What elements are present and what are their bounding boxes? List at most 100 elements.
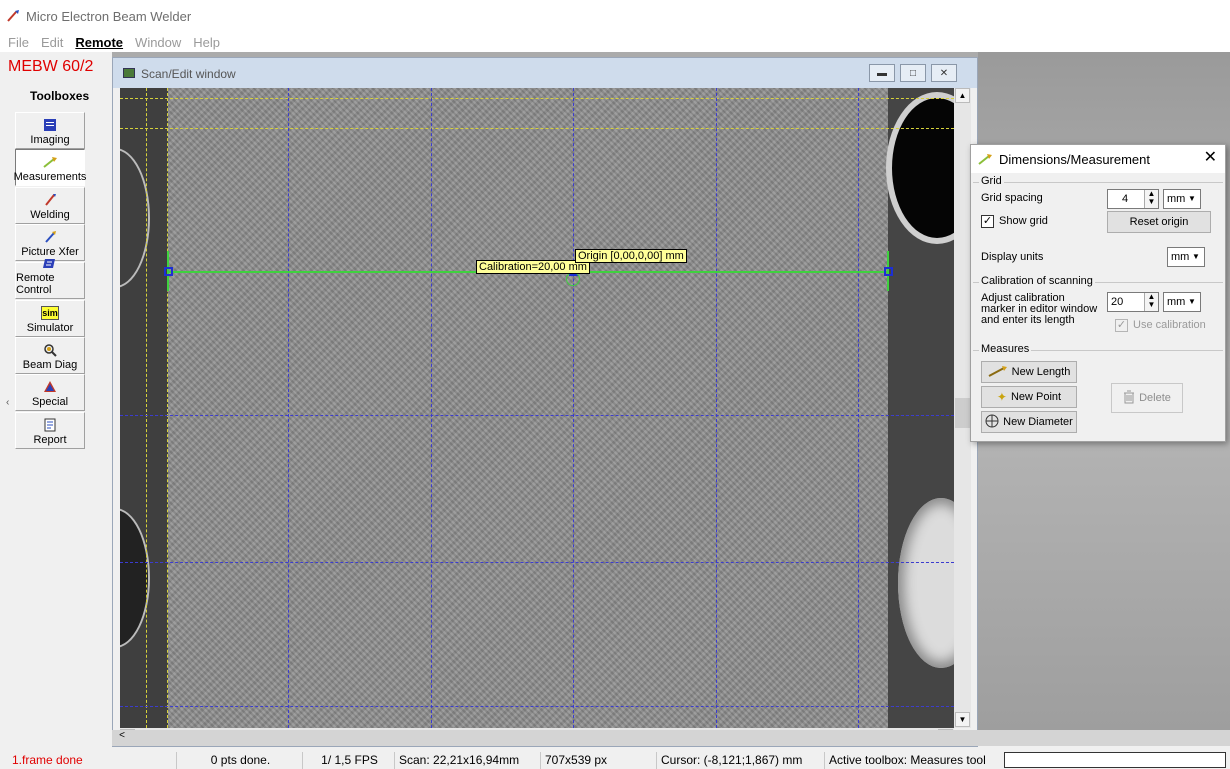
calibration-unit-select[interactable]: mm ▼ [1163,292,1201,312]
guide-line [167,88,168,728]
guide-line [146,88,147,728]
toolbox-item-label: Beam Diag [22,359,78,371]
dialog-close-icon[interactable]: ✕ [1203,149,1217,166]
app-titlebar: Micro Electron Beam Welder [0,0,1230,32]
calibration-handle-right[interactable] [884,267,893,276]
display-units-label: Display units [981,251,1044,263]
menu-remote[interactable]: Remote [75,34,124,50]
toolbox-picture-xfer-button[interactable]: Picture Xfer [15,224,85,261]
grid-line [120,562,954,563]
show-grid-checkbox[interactable]: ✓ [981,215,994,228]
measures-group: Measures [973,343,1223,438]
guide-line [120,98,954,99]
maximize-button[interactable]: □ [900,64,926,82]
new-point-button[interactable]: ✦ New Point [981,386,1077,408]
grid-spacing-unit-select[interactable]: mm ▼ [1163,189,1201,209]
calibration-instruction: marker in editor window [981,303,1098,315]
toolbox-special-button[interactable]: Special [15,374,85,411]
toolbox-brand: MEBW 60/2 [8,58,94,75]
dimensions-measurement-dialog: Dimensions/Measurement ✕ Grid Grid spaci… [970,144,1226,442]
spinner-arrows-icon[interactable]: ▲ ▼ [1144,190,1158,208]
menu-help[interactable]: Help [193,34,221,50]
grid-group: Grid [973,175,1223,270]
delete-button[interactable]: Delete [1111,383,1183,413]
calibration-group: Calibration of scanning [973,275,1223,342]
menu-file[interactable]: File [8,34,29,50]
grid-group-legend: Grid [979,175,1004,187]
scan-image-canvas[interactable]: Calibration=20,00 mm Origin [0,00,0,00] … [120,88,954,728]
reset-origin-button[interactable]: Reset origin [1107,211,1211,233]
beam-diag-icon [42,343,58,357]
ruler-icon [988,365,1008,380]
menu-bar: File Edit Remote Window Help [0,32,1230,52]
status-points: 0 pts done. [176,752,300,769]
toolbox-remote-control-button[interactable]: Remote Control [15,259,85,299]
calibration-instruction: Adjust calibration [981,292,1065,304]
calibration-instruction: and enter its length [981,314,1075,326]
calibration-length-spinner[interactable]: 20 ▲ ▼ [1107,292,1159,312]
toolbox-beam-diag-button[interactable]: Beam Diag [15,337,85,374]
scroll-down-icon[interactable]: ▼ [955,712,970,727]
vertical-scroll-thumb[interactable] [955,398,970,428]
collapse-toolbox-icon[interactable]: ‹ [6,397,10,408]
display-units-select[interactable]: mm ▼ [1167,247,1205,267]
mdi-scroll-left-icon[interactable]: < [119,730,125,741]
toolbox-simulator-button[interactable]: sim Simulator [15,300,85,337]
grid-line [120,706,954,707]
app-title: Micro Electron Beam Welder [26,8,192,24]
status-bar: 1.frame done 0 pts done. 1/ 1,5 FPS Scan… [0,751,1230,769]
toolbox-item-label: Remote Control [16,272,55,296]
calibration-label: Calibration=20,00 mm [476,260,590,274]
welding-icon [42,193,58,207]
toolbox-item-label: Simulator [26,322,74,334]
scroll-up-icon[interactable]: ▲ [955,88,970,103]
special-icon [42,380,58,394]
simulator-icon: sim [41,306,59,320]
welder-app-icon [6,9,20,23]
toolbox-item-label: Welding [30,209,70,221]
picture-transfer-icon [42,230,58,244]
calibration-tick-right [887,251,889,291]
chevron-down-icon: ▼ [1188,194,1196,203]
chevron-down-icon: ▼ [1188,297,1196,306]
toolbox-panel: MEBW 60/2 Toolboxes Imaging Measurements… [0,52,112,746]
vertical-scrollbar[interactable]: ▲ ▼ [954,88,971,728]
new-length-button[interactable]: New Length [981,361,1077,383]
toolbox-item-label: Picture Xfer [21,246,79,258]
spinner-arrows-icon[interactable]: ▲ ▼ [1144,293,1158,311]
measurements-icon [42,155,58,169]
dialog-titlebar: Dimensions/Measurement ✕ [971,145,1225,173]
status-pixel-size: 707x539 px [540,752,656,769]
grid-spacing-spinner[interactable]: 4 ▲ ▼ [1107,189,1159,209]
diameter-icon [985,414,999,431]
origin-circle [566,272,580,286]
grid-spacing-label: Grid spacing [981,192,1043,204]
status-cursor: Cursor: (-8,121;1,867) mm [656,752,824,769]
grid-line [716,88,717,728]
toolbox-welding-button[interactable]: Welding [15,187,85,224]
toolbox-item-label: Special [31,396,69,408]
minimize-button[interactable]: ▬ [869,64,895,82]
status-active-toolbox: Active toolbox: Measures tool [824,752,1002,769]
scan-window-icon [123,68,135,78]
measurements-icon [977,152,993,166]
trash-icon [1123,390,1135,407]
mdi-horizontal-scrollbar[interactable]: < [112,730,1230,746]
imaging-icon [42,118,58,132]
status-scan-size: Scan: 22,21x16,94mm [394,752,540,769]
toolbox-imaging-button[interactable]: Imaging [15,112,85,149]
status-fps: 1/ 1,5 FPS [302,752,392,769]
new-diameter-button[interactable]: New Diameter [981,411,1077,433]
toolbox-measurements-button[interactable]: Measurements [14,149,86,186]
menu-window[interactable]: Window [135,34,182,50]
close-button[interactable]: ✕ [931,64,957,82]
remote-control-icon [42,256,58,270]
calibration-handle-left[interactable] [164,267,173,276]
dialog-title: Dimensions/Measurement [999,151,1151,167]
use-calibration-label: Use calibration [1133,319,1206,331]
menu-edit[interactable]: Edit [40,34,64,50]
status-progress-field [1004,752,1226,768]
toolbox-report-button[interactable]: Report [15,412,85,449]
use-calibration-checkbox[interactable]: ✓ [1115,319,1128,332]
chevron-down-icon: ▼ [1192,252,1200,261]
